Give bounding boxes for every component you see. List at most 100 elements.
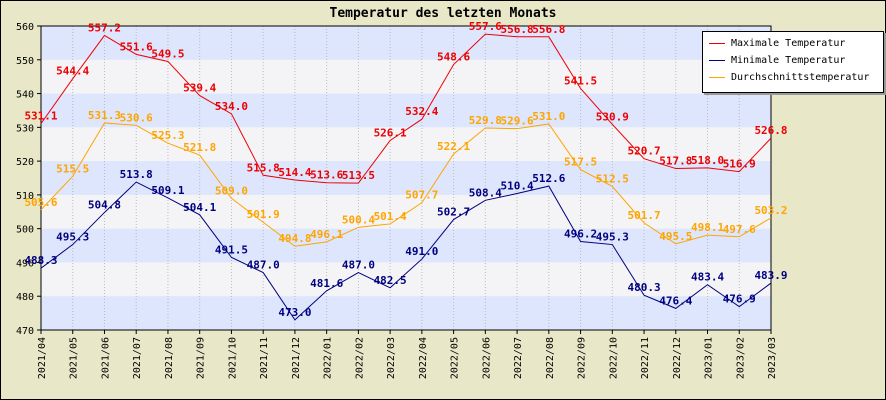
data-label-min: 504.1 <box>183 201 216 214</box>
data-label-max: 548.6 <box>437 51 470 64</box>
data-label-min: 509.1 <box>151 184 184 197</box>
data-label-max: 520.7 <box>627 145 660 158</box>
x-tick-label: 2021/07 <box>132 337 143 379</box>
data-label-min: 473.0 <box>278 306 311 319</box>
data-label-avg: 531.3 <box>88 109 121 122</box>
x-tick-label: 2021/12 <box>291 337 302 379</box>
data-label-min: 483.4 <box>691 271 724 284</box>
data-label-min: 512.6 <box>532 172 565 185</box>
x-tick-label: 2023/02 <box>735 337 746 379</box>
data-label-avg: 522.1 <box>437 140 470 153</box>
x-tick-label: 2021/11 <box>259 337 270 379</box>
data-label-max: 531.1 <box>24 110 57 123</box>
data-label-min: 488.3 <box>24 254 57 267</box>
data-label-avg: 503.2 <box>754 204 787 217</box>
data-label-max: 516.9 <box>723 158 756 171</box>
data-label-max: 549.5 <box>151 47 184 60</box>
x-tick-label: 2021/04 <box>37 337 48 379</box>
data-label-avg: 496.1 <box>310 228 343 241</box>
data-label-max: 517.8 <box>659 155 692 168</box>
y-tick-label: 500 <box>16 225 34 236</box>
data-label-min: 491.5 <box>215 243 248 256</box>
data-label-max: 557.2 <box>88 21 121 34</box>
x-tick-label: 2022/06 <box>481 337 492 379</box>
y-tick-label: 490 <box>16 258 34 269</box>
legend-label-min: Minimale Temperatur <box>731 55 846 66</box>
data-label-min: 487.0 <box>342 259 375 272</box>
data-label-avg: 500.4 <box>342 213 375 226</box>
data-label-avg: 501.9 <box>247 208 280 221</box>
legend-item-min: Minimale Temperatur <box>709 55 845 69</box>
data-label-max: 532.4 <box>405 105 438 118</box>
grid-band <box>41 26 771 60</box>
data-label-max: 541.5 <box>564 74 597 87</box>
data-label-min: 476.9 <box>723 293 756 306</box>
data-label-min: 495.3 <box>596 231 629 244</box>
data-label-min: 487.0 <box>247 259 280 272</box>
data-label-avg: 531.0 <box>532 110 565 123</box>
data-label-max: 526.8 <box>754 124 787 137</box>
y-tick-label: 530 <box>16 123 34 134</box>
data-label-avg: 530.6 <box>120 111 153 124</box>
data-label-avg: 521.8 <box>183 141 216 154</box>
x-tick-label: 2022/02 <box>354 337 365 379</box>
legend-label-max: Maximale Temperatur <box>731 38 846 49</box>
legend-label-avg: Durchschnittstemperatur <box>731 72 870 83</box>
data-label-min: 481.6 <box>310 277 343 290</box>
data-label-max: 556.8 <box>532 23 565 36</box>
data-label-avg: 507.7 <box>405 189 438 202</box>
y-tick-label: 540 <box>16 90 34 101</box>
legend: Maximale Temperatur Minimale Temperatur … <box>702 31 884 93</box>
data-label-avg: 501.4 <box>374 210 407 223</box>
data-label-avg: 512.5 <box>596 172 629 185</box>
data-label-min: 483.9 <box>754 269 787 282</box>
data-label-min: 513.8 <box>120 168 153 181</box>
grid-band <box>41 296 771 330</box>
y-tick-label: 470 <box>16 326 34 337</box>
grid-band <box>41 228 771 263</box>
data-label-max: 539.4 <box>183 82 216 95</box>
data-label-max: 518.0 <box>691 154 724 167</box>
data-label-max: 515.8 <box>247 161 280 174</box>
legend-item-max: Maximale Temperatur <box>709 38 845 52</box>
series-line-min <box>40 181 772 321</box>
data-label-avg: 505.6 <box>24 196 57 209</box>
y-tick-label: 550 <box>16 56 34 67</box>
x-tick-label: 2022/09 <box>577 337 588 379</box>
data-label-max: 544.4 <box>56 65 89 78</box>
x-tick-label: 2021/08 <box>164 337 175 379</box>
data-label-max: 526.1 <box>374 127 407 140</box>
x-tick-label: 2021/05 <box>69 337 80 379</box>
x-tick-label: 2022/11 <box>640 337 651 379</box>
data-label-avg: 517.5 <box>564 156 597 169</box>
y-tick-label: 510 <box>16 191 34 202</box>
data-label-min: 476.4 <box>659 294 692 307</box>
data-label-avg: 497.6 <box>723 223 756 236</box>
x-tick-label: 2022/03 <box>386 337 397 379</box>
data-label-max: 513.5 <box>342 169 375 182</box>
legend-swatch-max <box>709 42 725 44</box>
series-line-avg <box>40 122 772 247</box>
grid-band <box>41 93 771 128</box>
data-label-min: 496.2 <box>564 228 597 241</box>
data-label-avg: 509.0 <box>215 184 248 197</box>
legend-swatch-avg <box>709 76 725 78</box>
x-tick-label: 2022/07 <box>513 337 524 379</box>
series-line-max <box>40 33 772 184</box>
data-label-avg: 495.5 <box>659 230 692 243</box>
data-label-max: 534.0 <box>215 100 248 113</box>
data-label-min: 495.3 <box>56 231 89 244</box>
x-tick-label: 2021/06 <box>100 337 111 379</box>
data-label-max: 530.9 <box>596 110 629 123</box>
data-label-min: 482.5 <box>374 274 407 287</box>
x-tick-label: 2023/03 <box>767 337 778 379</box>
chart-title: Temperatur des letzten Monats <box>329 6 557 21</box>
data-label-avg: 501.7 <box>627 209 660 222</box>
x-tick-label: 2023/01 <box>704 337 715 379</box>
x-tick-label: 2022/01 <box>323 337 334 379</box>
data-label-min: 510.4 <box>501 180 534 193</box>
data-label-avg: 529.6 <box>501 115 534 128</box>
x-tick-label: 2022/04 <box>418 337 429 379</box>
legend-swatch-min <box>709 59 725 61</box>
